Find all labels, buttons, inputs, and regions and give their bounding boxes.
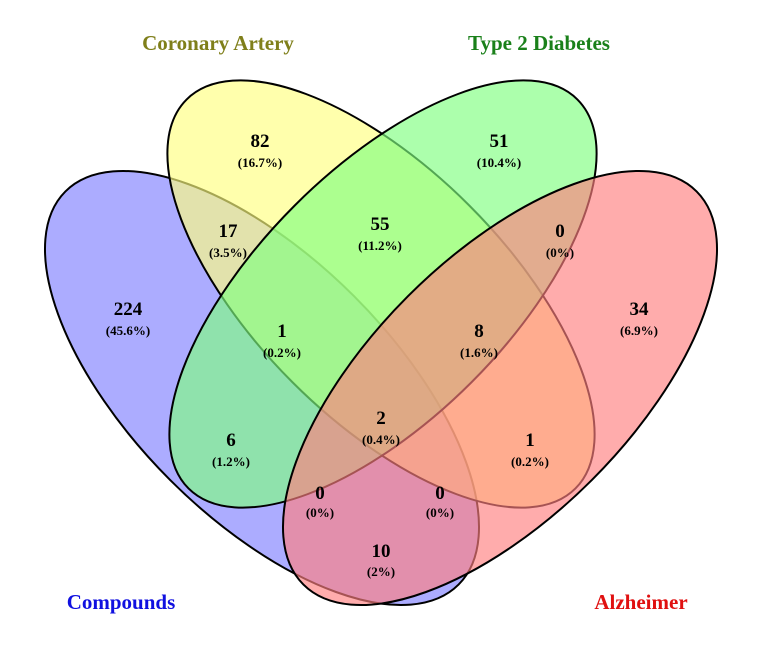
region-coronary-only: 82 (16.7%) — [238, 131, 282, 170]
region-compounds-coronary-diabetes: 1 (0.2%) — [263, 321, 301, 360]
region-compounds-alzheimer: 10 (2%) — [367, 541, 395, 579]
region-count: 1 — [525, 430, 535, 451]
region-percent: (1.2%) — [212, 454, 250, 469]
region-percent: (11.2%) — [358, 238, 402, 253]
region-compounds-coronary-alzheimer: 0 (0%) — [426, 483, 454, 520]
region-percent: (0%) — [306, 505, 334, 520]
region-percent: (16.7%) — [238, 155, 282, 170]
region-count: 0 — [315, 483, 325, 504]
region-percent: (2%) — [367, 564, 395, 579]
region-coronary-diabetes-alzheimer: 8 (1.6%) — [460, 321, 498, 360]
region-all-four: 2 (0.4%) — [362, 408, 400, 447]
region-count: 10 — [372, 541, 391, 562]
alzheimer-ellipse — [281, 169, 719, 607]
region-count: 55 — [371, 214, 390, 235]
region-compounds-diabetes: 6 (1.2%) — [212, 430, 250, 469]
set-label-type-2-diabetes: Type 2 Diabetes — [468, 31, 610, 55]
region-compounds-diabetes-alzheimer: 0 (0%) — [306, 483, 334, 520]
region-percent: (3.5%) — [209, 245, 247, 260]
region-count: 2 — [376, 408, 386, 429]
region-percent: (0%) — [546, 245, 574, 260]
region-coronary-alzheimer: 1 (0.2%) — [511, 430, 549, 469]
region-percent: (6.9%) — [620, 323, 658, 338]
set-label-coronary-artery: Coronary Artery — [142, 31, 294, 55]
region-compounds-coronary: 17 (3.5%) — [209, 221, 247, 260]
region-alzheimer-only: 34 (6.9%) — [620, 299, 658, 338]
region-percent: (0.2%) — [511, 454, 549, 469]
region-diabetes-alzheimer: 0 (0%) — [546, 221, 574, 260]
region-percent: (1.6%) — [460, 345, 498, 360]
region-percent: (10.4%) — [477, 155, 521, 170]
set-label-alzheimer: Alzheimer — [594, 590, 687, 614]
region-count: 224 — [114, 299, 143, 320]
region-percent: (0.4%) — [362, 432, 400, 447]
region-count: 51 — [490, 131, 509, 152]
region-percent: (0%) — [426, 505, 454, 520]
set-label-compounds: Compounds — [67, 590, 176, 614]
region-coronary-diabetes: 55 (11.2%) — [358, 214, 402, 253]
region-count: 1 — [277, 321, 287, 342]
region-count: 6 — [226, 430, 236, 451]
region-count: 8 — [474, 321, 484, 342]
region-count: 82 — [251, 131, 270, 152]
region-count: 0 — [555, 221, 565, 242]
region-count: 0 — [435, 483, 445, 504]
region-diabetes-only: 51 (10.4%) — [477, 131, 521, 170]
region-percent: (0.2%) — [263, 345, 301, 360]
region-percent: (45.6%) — [106, 323, 150, 338]
region-count: 17 — [219, 221, 239, 242]
region-count: 34 — [630, 299, 650, 320]
region-compounds-only: 224 (45.6%) — [106, 299, 150, 338]
